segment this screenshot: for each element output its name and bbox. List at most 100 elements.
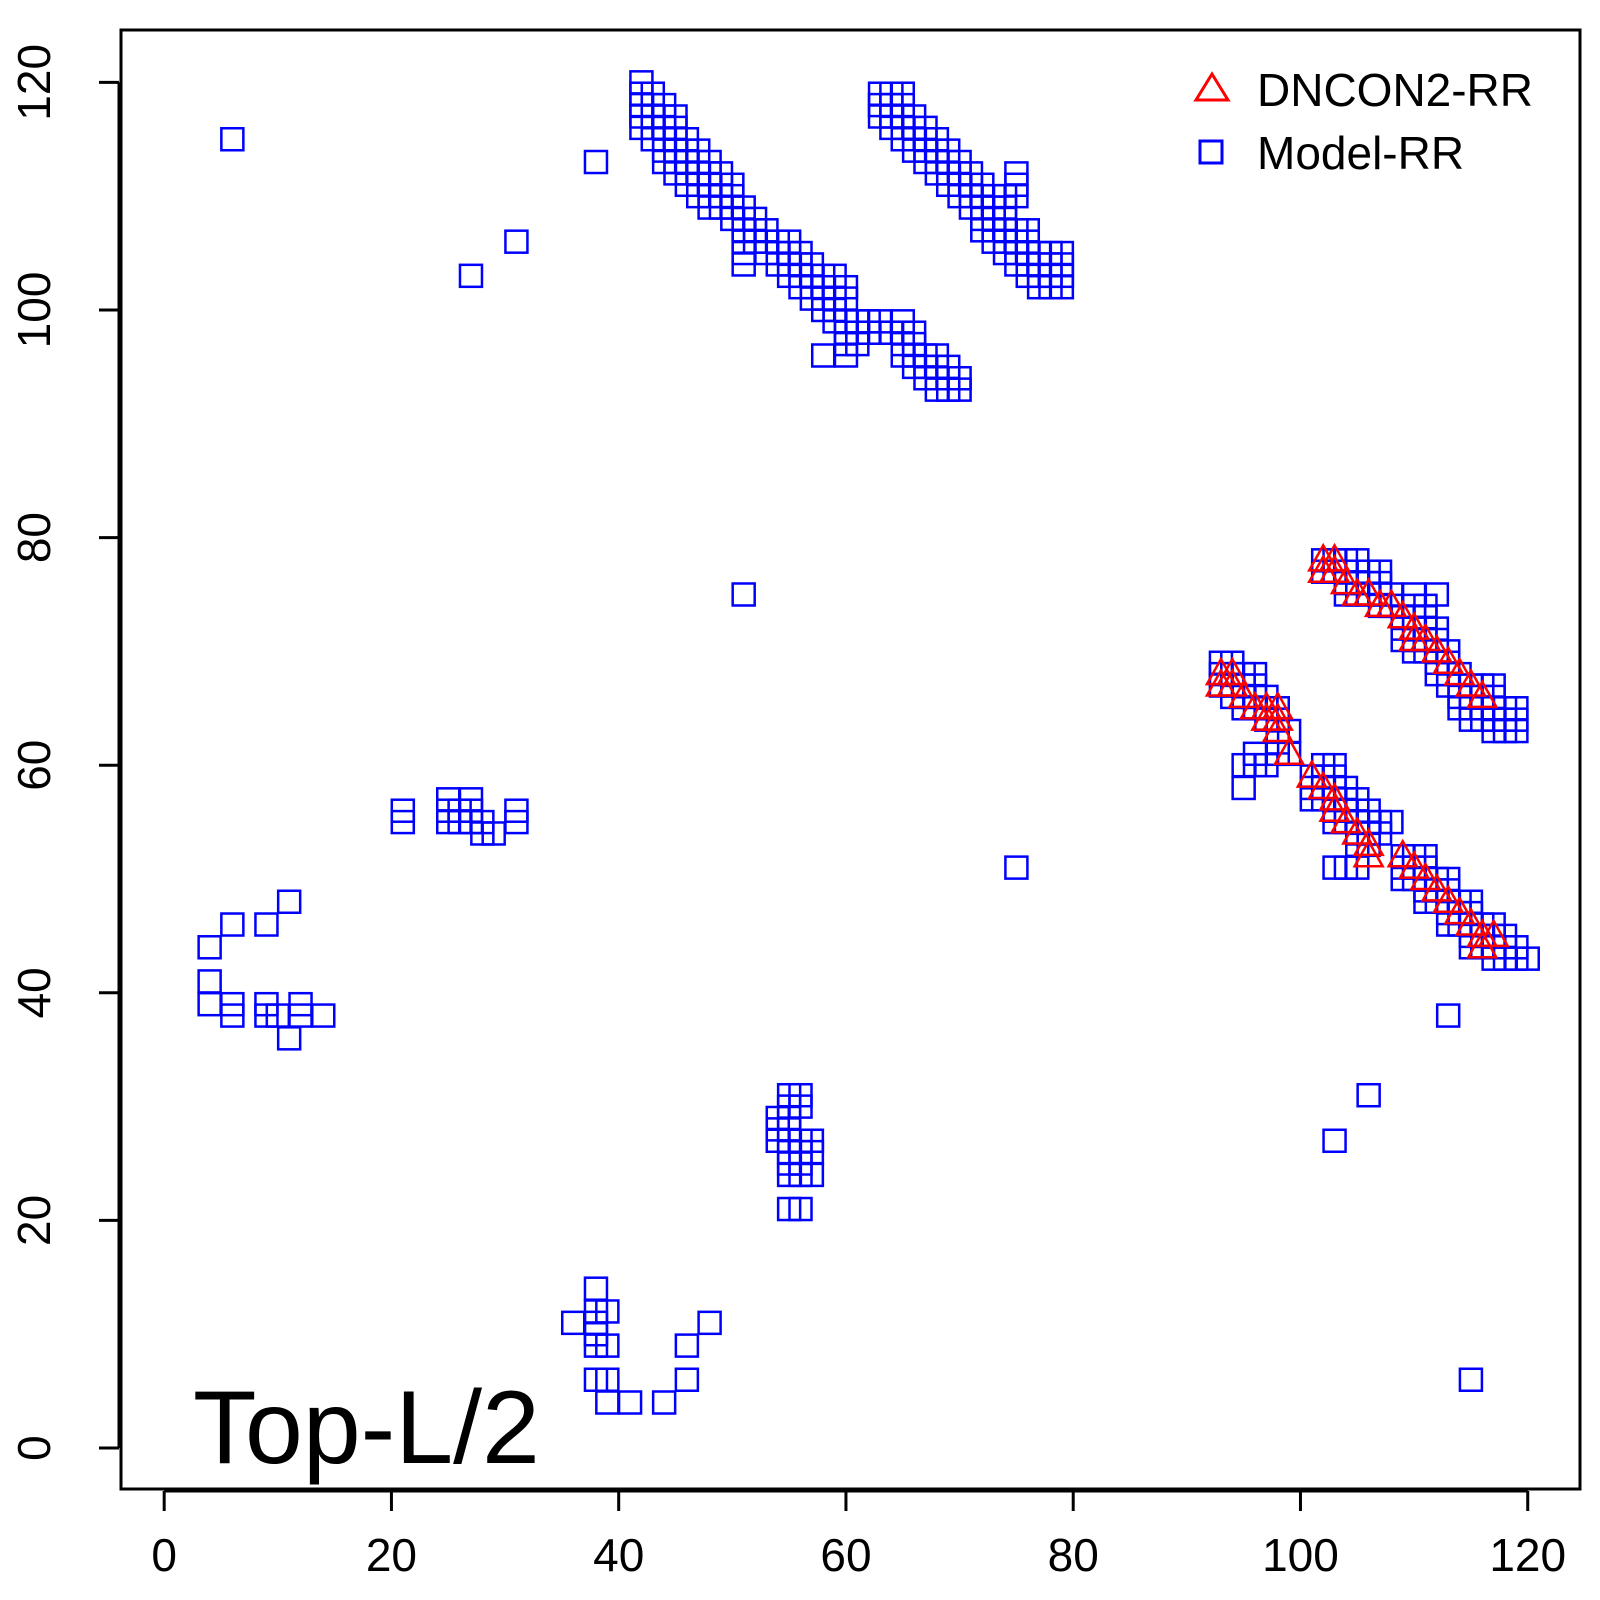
dncon2-rr-point bbox=[1318, 781, 1351, 811]
dncon2-rr-point bbox=[1307, 770, 1340, 800]
model-rr-point bbox=[1356, 1082, 1381, 1108]
model-rr-point bbox=[276, 1026, 302, 1051]
model-rr-point bbox=[651, 1390, 677, 1415]
dncon2-rr-point bbox=[1352, 576, 1385, 606]
model-rr-point bbox=[197, 969, 222, 994]
dncon2-rr-point bbox=[1443, 656, 1476, 686]
model-rr-point bbox=[504, 229, 529, 254]
model-rr-point bbox=[220, 912, 245, 937]
model-rr-point bbox=[1458, 1367, 1484, 1392]
y-axis: 0 20 40 60 80 100 120 bbox=[8, 44, 121, 1461]
model-rr-point bbox=[1049, 240, 1075, 266]
model-rr-point bbox=[583, 1276, 609, 1301]
dncon2-rr-point bbox=[1318, 542, 1351, 572]
legend-label-dncon2-rr: DNCON2-RR bbox=[1257, 64, 1533, 116]
y-tick-label: 60 bbox=[8, 740, 60, 791]
model-rr-point bbox=[1413, 604, 1438, 630]
model-rr-point bbox=[788, 1082, 813, 1108]
model-rr-point bbox=[788, 1196, 813, 1222]
dncon2-rr-point bbox=[1432, 884, 1465, 914]
y-tick-label: 0 bbox=[8, 1435, 60, 1461]
dncon2-rr-point bbox=[1386, 838, 1419, 868]
y-tick-label: 100 bbox=[8, 272, 60, 349]
model-rr-point bbox=[458, 263, 484, 289]
model-rr-point bbox=[731, 582, 756, 607]
dncon2-rr-point bbox=[1386, 599, 1419, 629]
model-rr-point bbox=[1231, 775, 1256, 801]
dncon2-rr-point bbox=[1454, 667, 1488, 697]
x-tick-label: 80 bbox=[1048, 1529, 1099, 1581]
model-rr-point bbox=[197, 991, 222, 1017]
model-rr-point bbox=[254, 991, 279, 1017]
dncon2-rr-point bbox=[1329, 565, 1363, 595]
x-tick-label: 100 bbox=[1262, 1529, 1339, 1581]
x-axis: 0 20 40 60 80 100 120 bbox=[151, 1489, 1566, 1581]
model-rr-point bbox=[1333, 775, 1359, 801]
dncon2-rr-series bbox=[1204, 542, 1510, 959]
model-rr-point bbox=[197, 935, 222, 960]
legend-square-icon bbox=[1198, 139, 1224, 165]
dncon2-rr-point bbox=[1420, 633, 1453, 663]
model-rr-point bbox=[924, 343, 950, 368]
model-rr-point bbox=[674, 1333, 700, 1358]
dncon2-rr-point bbox=[1466, 679, 1499, 709]
model-rr-point bbox=[1435, 1003, 1461, 1028]
dncon2-rr-point bbox=[1295, 759, 1328, 788]
model-rr-point bbox=[595, 1390, 620, 1415]
dncon2-rr-point bbox=[1352, 827, 1385, 857]
model-rr-point bbox=[1481, 696, 1506, 721]
dncon2-rr-point bbox=[1227, 679, 1260, 709]
dncon2-rr-point bbox=[1397, 611, 1431, 640]
dncon2-rr-point bbox=[1477, 918, 1510, 948]
dncon2-rr-point bbox=[1261, 690, 1294, 720]
x-tick-label: 0 bbox=[151, 1529, 177, 1581]
model-rr-point bbox=[890, 81, 916, 106]
dncon2-rr-point bbox=[1397, 850, 1431, 879]
legend: DNCON2-RR Model-RR bbox=[1193, 64, 1533, 179]
dncon2-rr-point bbox=[1329, 804, 1363, 834]
dncon2-rr-point bbox=[1454, 906, 1488, 936]
model-rr-point bbox=[1322, 1128, 1347, 1154]
dncon2-rr-point bbox=[1341, 815, 1374, 845]
dncon2-rr-point bbox=[1272, 736, 1306, 766]
dncon2-rr-point bbox=[1432, 645, 1465, 675]
model-rr-point bbox=[810, 343, 836, 368]
model-rr-point bbox=[697, 1310, 722, 1336]
dncon2-rr-point bbox=[1409, 622, 1442, 652]
model-rr-point bbox=[470, 809, 495, 835]
model-rr-point bbox=[220, 127, 245, 152]
model-rr-point bbox=[617, 1390, 643, 1415]
model-rr-point bbox=[311, 1003, 336, 1028]
dncon2-rr-point bbox=[1443, 895, 1476, 925]
model-rr-point bbox=[504, 798, 529, 823]
model-rr-point bbox=[276, 889, 302, 915]
x-tick-label: 60 bbox=[820, 1529, 871, 1581]
model-rr-point bbox=[674, 1367, 700, 1392]
model-rr-point bbox=[220, 991, 245, 1017]
plot-frame bbox=[119, 28, 1582, 1491]
annotation-top-l2: Top-L/2 bbox=[193, 1370, 540, 1486]
model-rr-point bbox=[1004, 172, 1029, 198]
x-tick-label: 120 bbox=[1489, 1529, 1566, 1581]
y-tick-label: 120 bbox=[8, 44, 60, 121]
dncon2-rr-point bbox=[1375, 588, 1408, 618]
model-rr-point bbox=[560, 1310, 586, 1336]
model-rr-point bbox=[288, 991, 313, 1017]
y-tick-label: 20 bbox=[8, 1195, 60, 1246]
x-tick-label: 40 bbox=[593, 1529, 644, 1581]
model-rr-series bbox=[197, 70, 1540, 1415]
legend-triangle-icon bbox=[1193, 71, 1231, 102]
dncon2-rr-point bbox=[1216, 656, 1249, 686]
model-rr-point bbox=[629, 70, 654, 95]
dncon2-rr-point bbox=[1409, 861, 1442, 891]
model-rr-point bbox=[595, 1367, 620, 1392]
model-rr-point bbox=[1356, 798, 1381, 823]
model-rr-point bbox=[254, 912, 279, 937]
model-rr-point bbox=[390, 798, 416, 823]
model-rr-point bbox=[890, 309, 916, 334]
x-tick-label: 20 bbox=[366, 1529, 417, 1581]
y-tick-label: 80 bbox=[8, 512, 60, 563]
y-tick-label: 40 bbox=[8, 967, 60, 1018]
model-rr-point bbox=[1004, 855, 1029, 880]
